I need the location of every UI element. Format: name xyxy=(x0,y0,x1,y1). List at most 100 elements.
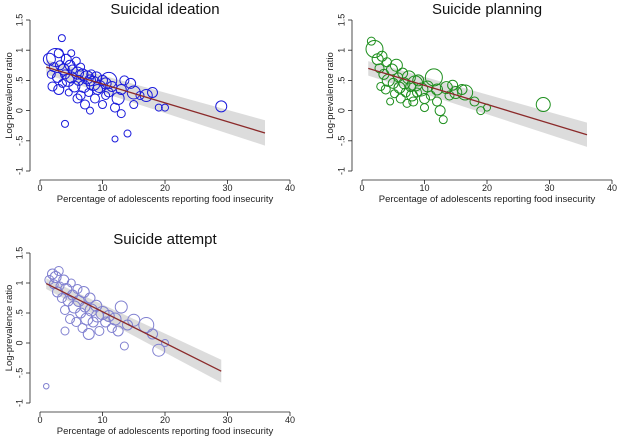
data-point xyxy=(111,92,125,106)
x-axis-label: Percentage of adolescents reporting food… xyxy=(379,194,596,205)
data-point xyxy=(127,313,141,327)
y-tick-label: -1 xyxy=(14,167,24,175)
data-point xyxy=(376,50,388,62)
x-tick-label: 20 xyxy=(160,415,170,425)
data-point xyxy=(412,87,422,98)
data-point xyxy=(71,66,84,80)
data-point xyxy=(72,93,83,104)
y-tick-label: 1.5 xyxy=(14,14,24,27)
y-tick-label: 0 xyxy=(14,108,24,113)
panel-suicide-attempt: Suicide attempt -1 -.5 0 .5 1 1.5 0 10 20 30 40 Log-… xyxy=(4,231,295,437)
data-point xyxy=(47,81,58,92)
data-point xyxy=(101,91,111,100)
y-tick-label: 0 xyxy=(14,340,24,345)
x-tick-label: 30 xyxy=(222,415,232,425)
data-point xyxy=(48,62,59,73)
data-point xyxy=(123,129,132,138)
data-point xyxy=(72,284,83,294)
fit-line xyxy=(46,66,266,134)
data-point xyxy=(129,100,139,110)
data-point xyxy=(66,278,76,288)
data-point xyxy=(395,93,406,104)
panel-suicide-planning: Suicide planning -1 -.5 0 .5 1 1.5 0 10 20 30 40 Log… xyxy=(325,1,617,205)
x-axis-label: Percentage of adolescents reporting food… xyxy=(57,194,274,205)
data-point xyxy=(376,81,386,91)
data-point xyxy=(86,106,94,115)
data-point xyxy=(401,70,416,85)
fit-line xyxy=(45,283,222,372)
data-point xyxy=(425,90,436,101)
y-tick-label: -.5 xyxy=(14,368,24,379)
y-tick-label: 1.5 xyxy=(14,247,24,260)
data-point xyxy=(100,316,112,328)
data-point xyxy=(94,326,105,336)
data-point xyxy=(90,93,100,104)
data-point xyxy=(57,34,66,43)
data-point xyxy=(68,80,81,93)
data-point xyxy=(111,135,119,143)
data-point xyxy=(138,317,155,333)
data-point xyxy=(92,83,103,95)
data-point xyxy=(402,98,412,108)
data-point xyxy=(147,86,158,98)
data-point xyxy=(56,293,67,303)
data-point xyxy=(389,58,403,72)
panel-suicidal-ideation: Suicidal ideation -1 -.5 0 .5 1 1.5 0 10 20 30 40 Lo… xyxy=(4,1,295,205)
data-point xyxy=(408,96,419,107)
data-point xyxy=(43,382,50,390)
data-point xyxy=(535,97,551,113)
x-tick-label: 0 xyxy=(37,183,42,193)
y-tick-label: 0 xyxy=(336,108,346,113)
data-point xyxy=(76,62,86,72)
data-point xyxy=(457,84,474,101)
data-point xyxy=(67,289,78,301)
data-point xyxy=(103,87,114,98)
y-tick-label: .5 xyxy=(14,309,24,317)
y-axis-label: Log-prevalence ratio xyxy=(4,52,15,139)
y-tick-label: -.5 xyxy=(14,136,24,147)
y-axis-label: Log-prevalence ratio xyxy=(4,285,15,372)
y-axis-label: Log-prevalence ratio xyxy=(325,52,336,139)
x-tick-label: 0 xyxy=(37,415,42,425)
data-point xyxy=(126,85,141,100)
y-tick-label: -.5 xyxy=(336,136,346,147)
x-tick-label: 30 xyxy=(544,183,554,193)
data-point xyxy=(82,328,95,340)
data-point xyxy=(161,339,169,347)
data-point xyxy=(432,96,442,107)
data-point xyxy=(115,83,127,95)
data-point xyxy=(77,286,90,298)
data-point xyxy=(438,115,448,125)
data-point xyxy=(95,306,110,320)
x-tick-label: 20 xyxy=(482,183,492,193)
data-point xyxy=(92,79,106,93)
data-point xyxy=(414,82,429,97)
y-tick-label: -1 xyxy=(14,399,24,407)
data-point xyxy=(161,103,169,112)
data-point xyxy=(447,79,459,91)
confidence-band xyxy=(46,278,222,383)
data-point xyxy=(102,310,115,322)
data-point xyxy=(114,300,128,314)
data-point xyxy=(387,77,399,89)
data-point xyxy=(152,343,166,357)
data-point xyxy=(456,83,468,95)
data-point xyxy=(424,68,443,87)
data-point xyxy=(80,99,90,110)
x-tick-label: 10 xyxy=(97,183,107,193)
x-tick-label: 30 xyxy=(222,183,232,193)
data-point xyxy=(49,271,62,283)
data-point xyxy=(67,49,76,58)
data-point xyxy=(380,84,391,95)
x-tick-label: 10 xyxy=(97,415,107,425)
data-point xyxy=(72,295,85,307)
data-point xyxy=(60,326,70,336)
y-tick-label: -1 xyxy=(336,167,346,175)
chart-title: Suicidal ideation xyxy=(110,1,219,18)
data-point xyxy=(61,119,69,128)
data-point xyxy=(84,74,96,87)
data-point xyxy=(46,69,56,79)
y-tick-label: .5 xyxy=(14,77,24,85)
data-point xyxy=(76,68,89,81)
